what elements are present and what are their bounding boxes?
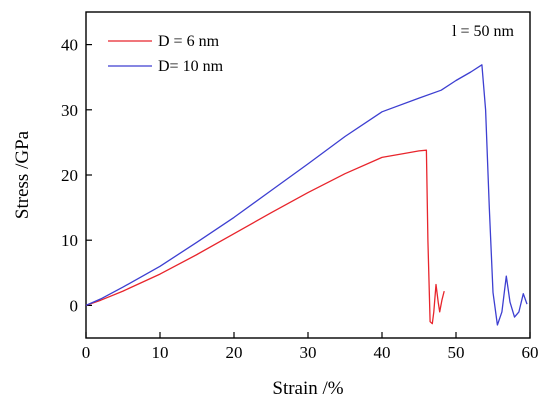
series-layer	[85, 64, 528, 326]
y-tick-label: 20	[61, 166, 78, 185]
y-axis-ticks: 0 10 20 30 40	[61, 36, 92, 315]
series-line-2	[85, 64, 528, 326]
x-tick-label: 60	[522, 343, 539, 362]
legend: D = 6 nm D= 10 nm	[108, 33, 224, 75]
plot-frame	[85, 11, 531, 339]
y-tick-label: 30	[61, 101, 78, 120]
x-tick-label: 30	[300, 343, 317, 362]
x-tick-label: 0	[82, 343, 91, 362]
legend-label-1: D = 6 nm	[158, 33, 220, 50]
x-tick-label: 10	[152, 343, 169, 362]
y-tick-label: 10	[61, 231, 78, 250]
x-axis-ticks: 0 10 20 30 40 50 60	[82, 332, 539, 362]
y-tick-label: 40	[61, 36, 78, 55]
y-axis-label: Stress /GPa	[12, 130, 33, 219]
x-axis-label: Strain /%	[272, 378, 343, 399]
series-line-1	[85, 149, 445, 325]
legend-label-2: D= 10 nm	[158, 58, 224, 75]
x-tick-label: 40	[374, 343, 391, 362]
y-tick-label: 0	[70, 296, 79, 315]
x-tick-label: 20	[226, 343, 243, 362]
length-annotation: l = 50 nm	[452, 23, 514, 40]
x-tick-label: 50	[448, 343, 465, 362]
